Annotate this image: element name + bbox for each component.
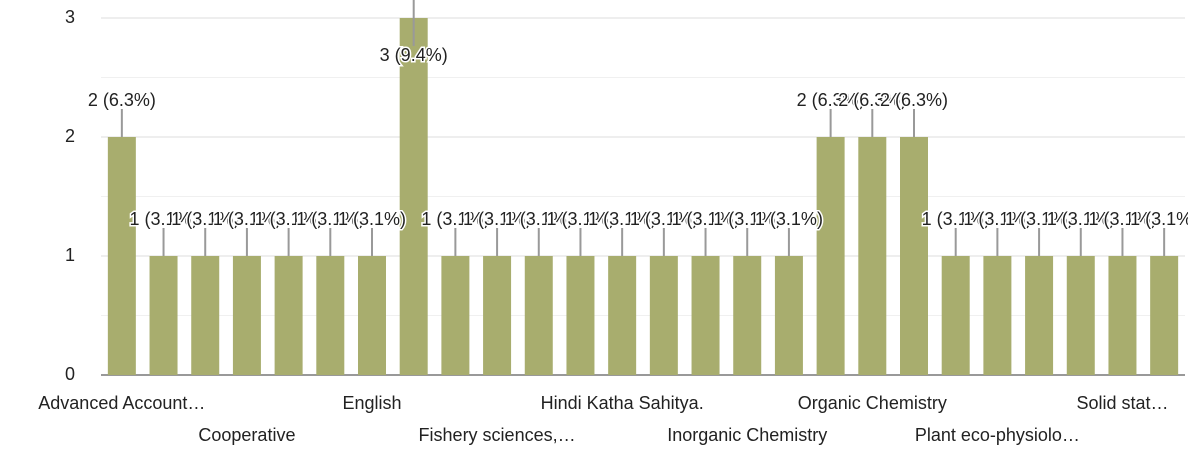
data-label: 1 (3.1%): [296, 209, 364, 229]
bar: [191, 256, 220, 375]
bar: [316, 256, 345, 375]
bar: [816, 137, 845, 375]
data-label: 1 (3.1%): [1005, 209, 1073, 229]
bar: [107, 137, 136, 375]
bar: [149, 256, 178, 375]
y-tick-label: 3: [65, 7, 75, 27]
bar: [1066, 256, 1095, 375]
x-tick-label: Advanced Account…: [38, 393, 205, 413]
data-label: 1 (3.1%): [1088, 209, 1156, 229]
data-label: 1 (3.1%): [922, 209, 990, 229]
y-tick-label: 1: [65, 245, 75, 265]
bar: [483, 256, 512, 375]
x-tick-label: Plant eco-physiolo…: [915, 425, 1080, 445]
bar: [858, 137, 887, 375]
data-label: 1 (3.1%): [171, 209, 239, 229]
data-label: 1 (3.1%): [672, 209, 740, 229]
bar: [524, 256, 553, 375]
bar: [774, 256, 803, 375]
bar: [1108, 256, 1137, 375]
bar: [399, 18, 428, 375]
data-label: 2 (6.3%): [88, 90, 156, 110]
bar: [358, 256, 386, 375]
data-label: 1 (3.1%): [255, 209, 323, 229]
data-label: 1 (3.1%): [630, 209, 698, 229]
y-tick-label: 2: [65, 126, 75, 146]
x-tick-label: Organic Chemistry: [798, 393, 947, 413]
data-label: 1 (3.1%): [338, 209, 406, 229]
data-label: 1 (3.1%): [1047, 209, 1115, 229]
x-tick-label: English: [342, 393, 401, 413]
bar: [441, 256, 470, 375]
x-tick-label: Fishery sciences,…: [419, 425, 576, 445]
bar: [983, 256, 1012, 375]
bar: [608, 256, 637, 375]
x-tick-label: Hindi Katha Sahitya.: [541, 393, 704, 413]
data-label: 2 (6.3%): [880, 90, 948, 110]
bar: [1025, 256, 1054, 375]
data-label: 1 (3.1%): [421, 209, 489, 229]
bar: [649, 256, 678, 375]
data-label: 3 (9.4%): [380, 45, 448, 65]
bar: [691, 256, 720, 375]
bar: [900, 137, 928, 375]
data-label: 1 (3.1%): [588, 209, 656, 229]
data-label: 1 (3.1%): [755, 209, 823, 229]
x-tick-label: Cooperative: [198, 425, 295, 445]
bar: [1150, 256, 1179, 375]
bar: [274, 256, 303, 375]
y-tick-label: 0: [65, 364, 75, 384]
data-label: 1 (3.1%): [463, 209, 531, 229]
data-label: 1 (3.1%): [130, 209, 198, 229]
data-label: 1 (3.1%): [505, 209, 573, 229]
bar: [566, 256, 595, 375]
bar: [232, 256, 261, 375]
x-tick-label: Solid stat…: [1076, 393, 1168, 413]
data-label: 2 (6.3%): [838, 90, 906, 110]
x-tick-label: Inorganic Chemistry: [667, 425, 827, 445]
data-label: 1 (3.1%): [213, 209, 281, 229]
data-label: 1 (3.1%): [713, 209, 781, 229]
data-label: 2 (6.3%): [797, 90, 865, 110]
data-label: 1 (3.1%): [546, 209, 614, 229]
bar: [733, 256, 762, 375]
data-label: 1 (3.1%): [963, 209, 1031, 229]
bar: [941, 256, 970, 375]
data-label: 1 (3.1%): [1130, 209, 1188, 229]
